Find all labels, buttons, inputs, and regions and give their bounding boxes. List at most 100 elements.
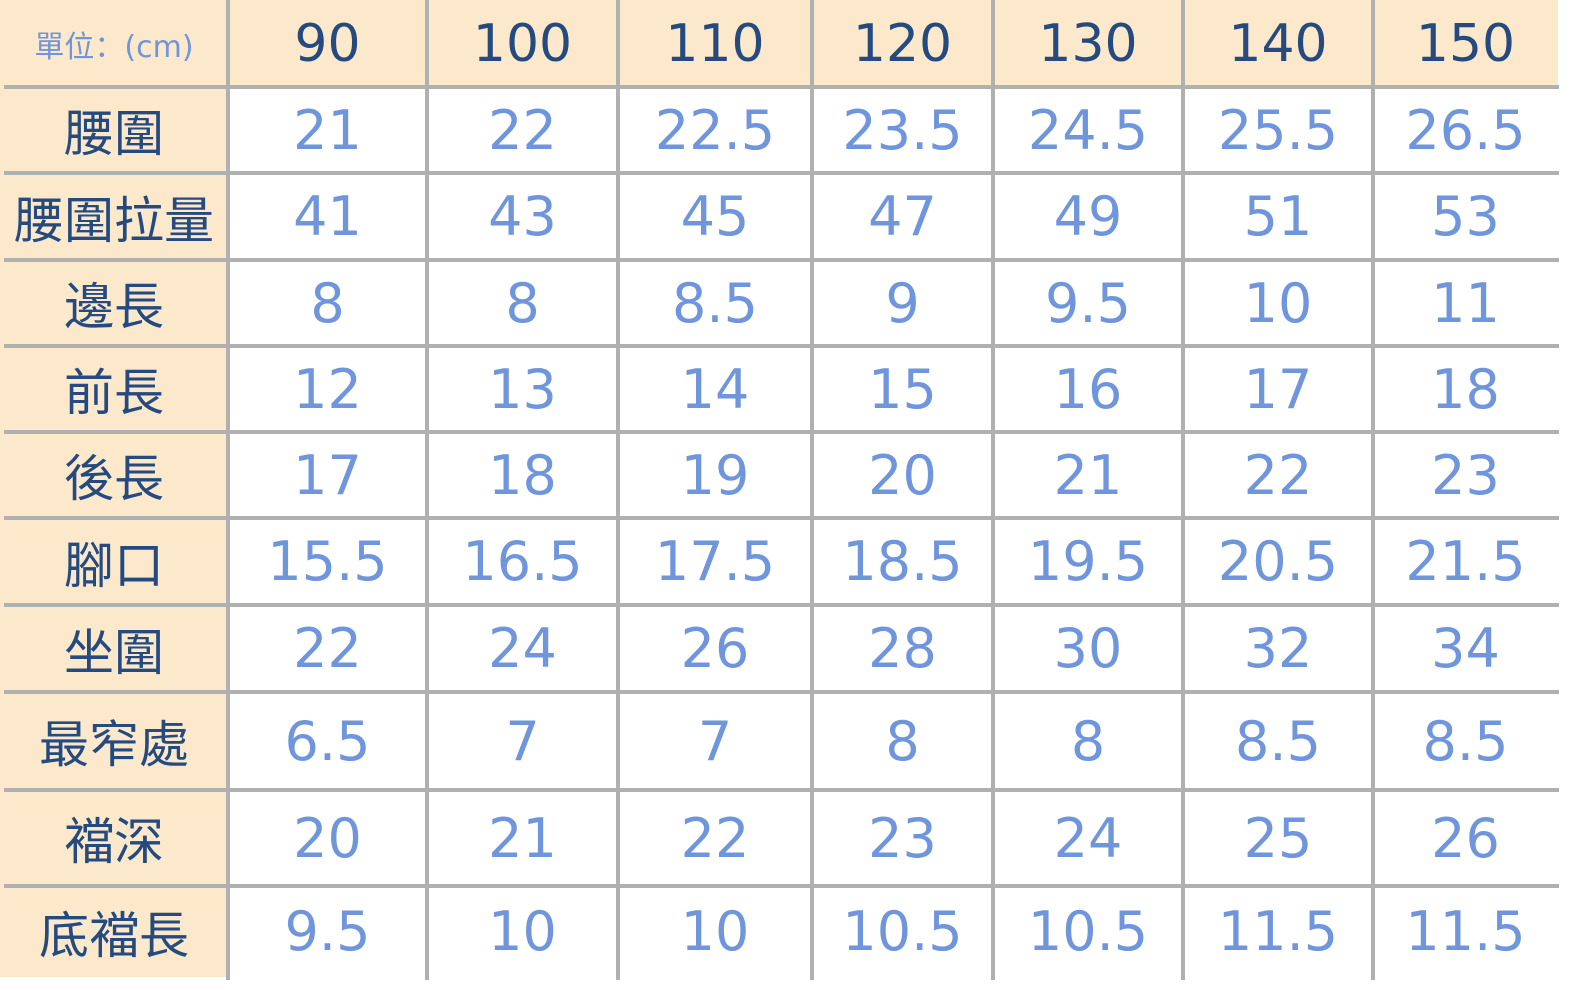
table-cell: 6.5 bbox=[228, 692, 427, 790]
table-cell: 22 bbox=[427, 87, 618, 173]
grid-line bbox=[4, 85, 1559, 89]
table-cell: 13 bbox=[427, 346, 618, 432]
table-cell: 25.5 bbox=[1183, 87, 1373, 173]
table-cell: 34 bbox=[1373, 605, 1558, 692]
table-cell: 8 bbox=[812, 692, 993, 790]
table-cell: 51 bbox=[1183, 173, 1373, 260]
grid-line bbox=[1371, 0, 1375, 980]
table-cell: 45 bbox=[618, 173, 812, 260]
table-cell: 17.5 bbox=[618, 518, 812, 605]
table-cell: 9.5 bbox=[228, 886, 427, 977]
row-label: 後長 bbox=[0, 432, 228, 518]
table-cell: 18 bbox=[1373, 346, 1558, 432]
table-cell: 11.5 bbox=[1373, 886, 1558, 977]
table-cell: 22.5 bbox=[618, 87, 812, 173]
table-cell: 11.5 bbox=[1183, 886, 1373, 977]
unit-label: 單位：(cm) bbox=[0, 0, 228, 87]
table-cell: 10 bbox=[618, 886, 812, 977]
row-label: 腳口 bbox=[0, 518, 228, 605]
table-cell: 17 bbox=[228, 432, 427, 518]
table-cell: 8.5 bbox=[618, 260, 812, 346]
table-cell: 18.5 bbox=[812, 518, 993, 605]
size-header: 140 bbox=[1183, 0, 1373, 87]
table-cell: 10 bbox=[1183, 260, 1373, 346]
grid-line bbox=[1181, 0, 1185, 980]
table-cell: 28 bbox=[812, 605, 993, 692]
table-cell: 10.5 bbox=[993, 886, 1183, 977]
table-cell: 30 bbox=[993, 605, 1183, 692]
table-cell: 10.5 bbox=[812, 886, 993, 977]
size-header: 130 bbox=[993, 0, 1183, 87]
table-cell: 47 bbox=[812, 173, 993, 260]
table-cell: 8.5 bbox=[1373, 692, 1558, 790]
table-cell: 26 bbox=[1373, 790, 1558, 886]
size-header: 100 bbox=[427, 0, 618, 87]
table-cell: 22 bbox=[618, 790, 812, 886]
table-cell: 16 bbox=[993, 346, 1183, 432]
grid-line bbox=[4, 884, 1559, 888]
row-label: 邊長 bbox=[0, 260, 228, 346]
table-cell: 23.5 bbox=[812, 87, 993, 173]
size-header: 150 bbox=[1373, 0, 1558, 87]
grid-line bbox=[226, 0, 230, 980]
table-cell: 22 bbox=[228, 605, 427, 692]
table-cell: 14 bbox=[618, 346, 812, 432]
table-cell: 21 bbox=[427, 790, 618, 886]
row-label: 底襠長 bbox=[0, 886, 228, 977]
grid-line bbox=[4, 690, 1559, 694]
row-label: 腰圍 bbox=[0, 87, 228, 173]
row-label: 坐圍 bbox=[0, 605, 228, 692]
table-cell: 22 bbox=[1183, 432, 1373, 518]
row-label: 腰圍拉量 bbox=[0, 173, 228, 260]
size-header: 120 bbox=[812, 0, 993, 87]
table-cell: 20 bbox=[812, 432, 993, 518]
table-cell: 21.5 bbox=[1373, 518, 1558, 605]
table-cell: 10 bbox=[427, 886, 618, 977]
row-label: 襠深 bbox=[0, 790, 228, 886]
grid-line bbox=[4, 258, 1559, 262]
table-cell: 19 bbox=[618, 432, 812, 518]
table-cell: 16.5 bbox=[427, 518, 618, 605]
table-cell: 43 bbox=[427, 173, 618, 260]
table-cell: 15 bbox=[812, 346, 993, 432]
grid-line bbox=[4, 603, 1559, 607]
table-cell: 8 bbox=[993, 692, 1183, 790]
table-cell: 8 bbox=[228, 260, 427, 346]
grid-line bbox=[810, 0, 814, 980]
table-cell: 21 bbox=[228, 87, 427, 173]
grid-line bbox=[991, 0, 995, 980]
table-cell: 8.5 bbox=[1183, 692, 1373, 790]
table-cell: 21 bbox=[993, 432, 1183, 518]
grid-line bbox=[616, 0, 620, 980]
grid-line bbox=[4, 516, 1559, 520]
table-cell: 26.5 bbox=[1373, 87, 1558, 173]
table-cell: 25 bbox=[1183, 790, 1373, 886]
size-header: 110 bbox=[618, 0, 812, 87]
table-cell: 32 bbox=[1183, 605, 1373, 692]
table-cell: 18 bbox=[427, 432, 618, 518]
table-cell: 24 bbox=[993, 790, 1183, 886]
table-cell: 8 bbox=[427, 260, 618, 346]
table-cell: 9.5 bbox=[993, 260, 1183, 346]
table-cell: 41 bbox=[228, 173, 427, 260]
table-cell: 15.5 bbox=[228, 518, 427, 605]
table-cell: 20 bbox=[228, 790, 427, 886]
table-cell: 24 bbox=[427, 605, 618, 692]
size-header: 90 bbox=[228, 0, 427, 87]
table-cell: 12 bbox=[228, 346, 427, 432]
row-label: 最窄處 bbox=[0, 692, 228, 790]
grid-line bbox=[425, 0, 429, 980]
grid-line bbox=[4, 344, 1559, 348]
grid-line bbox=[4, 430, 1559, 434]
table-cell: 24.5 bbox=[993, 87, 1183, 173]
table-cell: 17 bbox=[1183, 346, 1373, 432]
table-cell: 20.5 bbox=[1183, 518, 1373, 605]
table-cell: 7 bbox=[427, 692, 618, 790]
grid-line bbox=[4, 788, 1559, 792]
table-cell: 11 bbox=[1373, 260, 1558, 346]
grid-line bbox=[4, 171, 1559, 175]
table-cell: 23 bbox=[1373, 432, 1558, 518]
table-cell: 49 bbox=[993, 173, 1183, 260]
table-cell: 23 bbox=[812, 790, 993, 886]
